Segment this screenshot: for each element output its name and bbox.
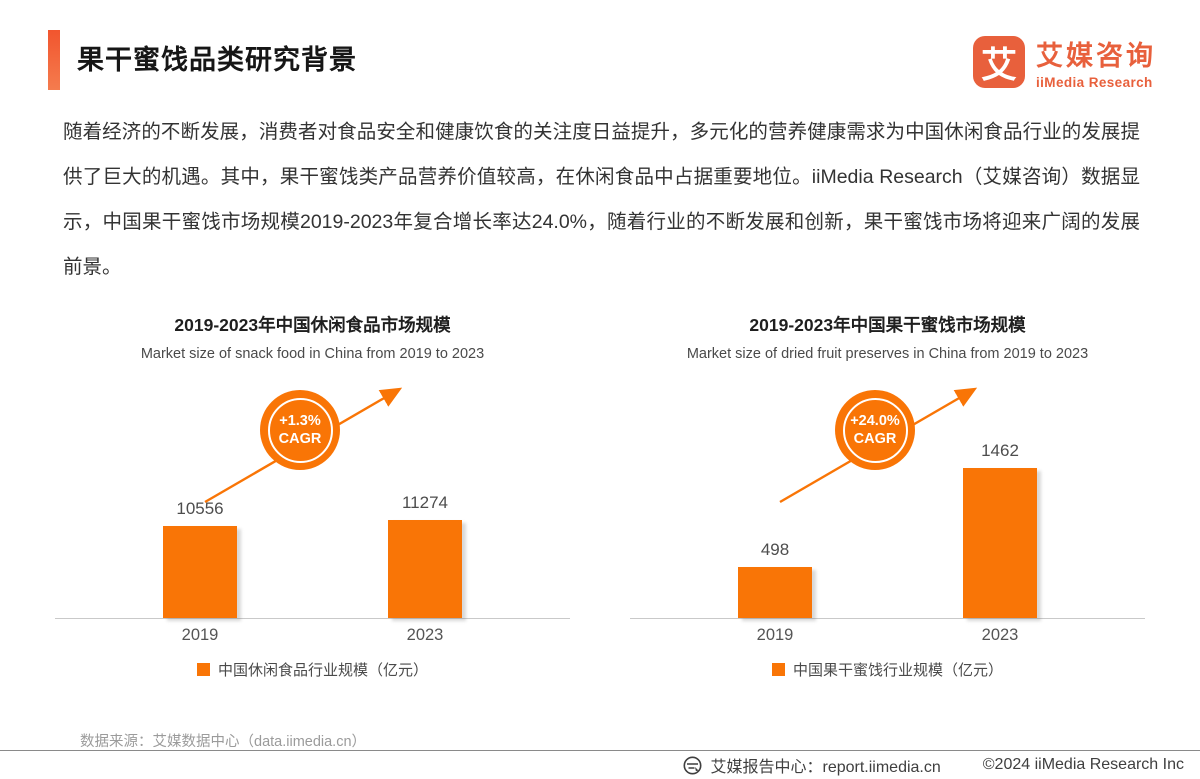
- bar-2019: [738, 567, 812, 618]
- x-axis-label-2023: 2023: [406, 626, 444, 644]
- logo-name-cn: 艾媒咨询: [1036, 41, 1156, 71]
- bar-slot-2023: 1462: [963, 374, 1037, 618]
- footer-bar: 艾媒报告中心：report.iimedia.cn ©2024 iiMedia R…: [0, 750, 1200, 779]
- logo-text: 艾媒咨询 iiMedia Research: [1036, 34, 1156, 90]
- cagr-badge: +1.3% CAGR: [260, 390, 340, 470]
- x-axis-label-2019: 2019: [756, 626, 794, 644]
- chart-plot-area: +24.0% CAGR 498 1462: [630, 374, 1145, 619]
- x-axis-label-2023: 2023: [981, 626, 1019, 644]
- chart-snack-food-market: 2019-2023年中国休闲食品市场规模 Market size of snac…: [55, 312, 570, 680]
- cagr-label: CAGR: [853, 431, 897, 447]
- chart-title: 2019-2023年中国休闲食品市场规模: [174, 315, 451, 335]
- legend-swatch: [196, 663, 210, 676]
- chart-dried-fruit-market: 2019-2023年中国果干蜜饯市场规模 Market size of drie…: [630, 312, 1145, 680]
- bar-value-label: 10556: [176, 499, 224, 518]
- cagr-badge-inner: +24.0% CAGR: [842, 397, 908, 463]
- cagr-badge: +24.0% CAGR: [835, 390, 915, 470]
- charts-row: 2019-2023年中国休闲食品市场规模 Market size of snac…: [0, 312, 1200, 680]
- brand-logo: 艾 艾媒咨询 iiMedia Research: [973, 30, 1156, 90]
- report-center-text: 艾媒报告中心：report.iimedia.cn: [710, 759, 941, 776]
- x-axis-labels: 2019 2023: [55, 626, 570, 650]
- legend-swatch: [771, 663, 785, 676]
- logo-mark-icon: 艾: [973, 36, 1025, 88]
- chart-plot-area: +1.3% CAGR 10556 11274: [55, 374, 570, 619]
- bar-slot-2023: 11274: [388, 374, 462, 618]
- bar-value-label: 1462: [981, 441, 1019, 460]
- logo-name-en: iiMedia Research: [1036, 75, 1153, 90]
- x-axis-labels: 2019 2023: [630, 626, 1145, 650]
- chart-title: 2019-2023年中国果干蜜饯市场规模: [749, 315, 1026, 335]
- cagr-label: CAGR: [278, 431, 322, 447]
- legend-label: 中国休闲食品行业规模（亿元）: [217, 662, 428, 679]
- chart-legend: 中国果干蜜饯行业规模（亿元）: [630, 659, 1145, 680]
- page-title: 果干蜜饯品类研究背景: [77, 45, 357, 75]
- header: 果干蜜饯品类研究背景 艾 艾媒咨询 iiMedia Research: [0, 0, 1200, 90]
- chart-subtitle: Market size of dried fruit preserves in …: [686, 346, 1089, 362]
- report-globe-icon: [683, 756, 702, 775]
- title-accent-bar: [48, 30, 60, 90]
- bar-slot-2019: 10556: [163, 374, 237, 618]
- bar-value-label: 498: [760, 540, 790, 559]
- chart-subtitle: Market size of snack food in China from …: [140, 346, 485, 362]
- bar-2023: [963, 468, 1037, 618]
- bar-2023: [388, 520, 462, 618]
- bar-value-label: 11274: [401, 493, 448, 512]
- legend-label: 中国果干蜜饯行业规模（亿元）: [792, 662, 1003, 679]
- intro-paragraph: 随着经济的不断发展，消费者对食品安全和健康饮食的关注度日益提升，多元化的营养健康…: [63, 121, 1140, 278]
- x-axis-label-2019: 2019: [181, 626, 219, 644]
- data-source-note: 数据来源：艾媒数据中心（data.iimedia.cn）: [80, 734, 367, 750]
- bar-2019: [163, 526, 237, 618]
- chart-legend: 中国休闲食品行业规模（亿元）: [55, 659, 570, 680]
- cagr-value: +24.0%: [850, 413, 900, 429]
- cagr-badge-inner: +1.3% CAGR: [267, 397, 333, 463]
- cagr-value: +1.3%: [279, 413, 321, 429]
- bar-slot-2019: 498: [738, 374, 812, 618]
- copyright-text: ©2024 iiMedia Research Inc: [982, 756, 1184, 773]
